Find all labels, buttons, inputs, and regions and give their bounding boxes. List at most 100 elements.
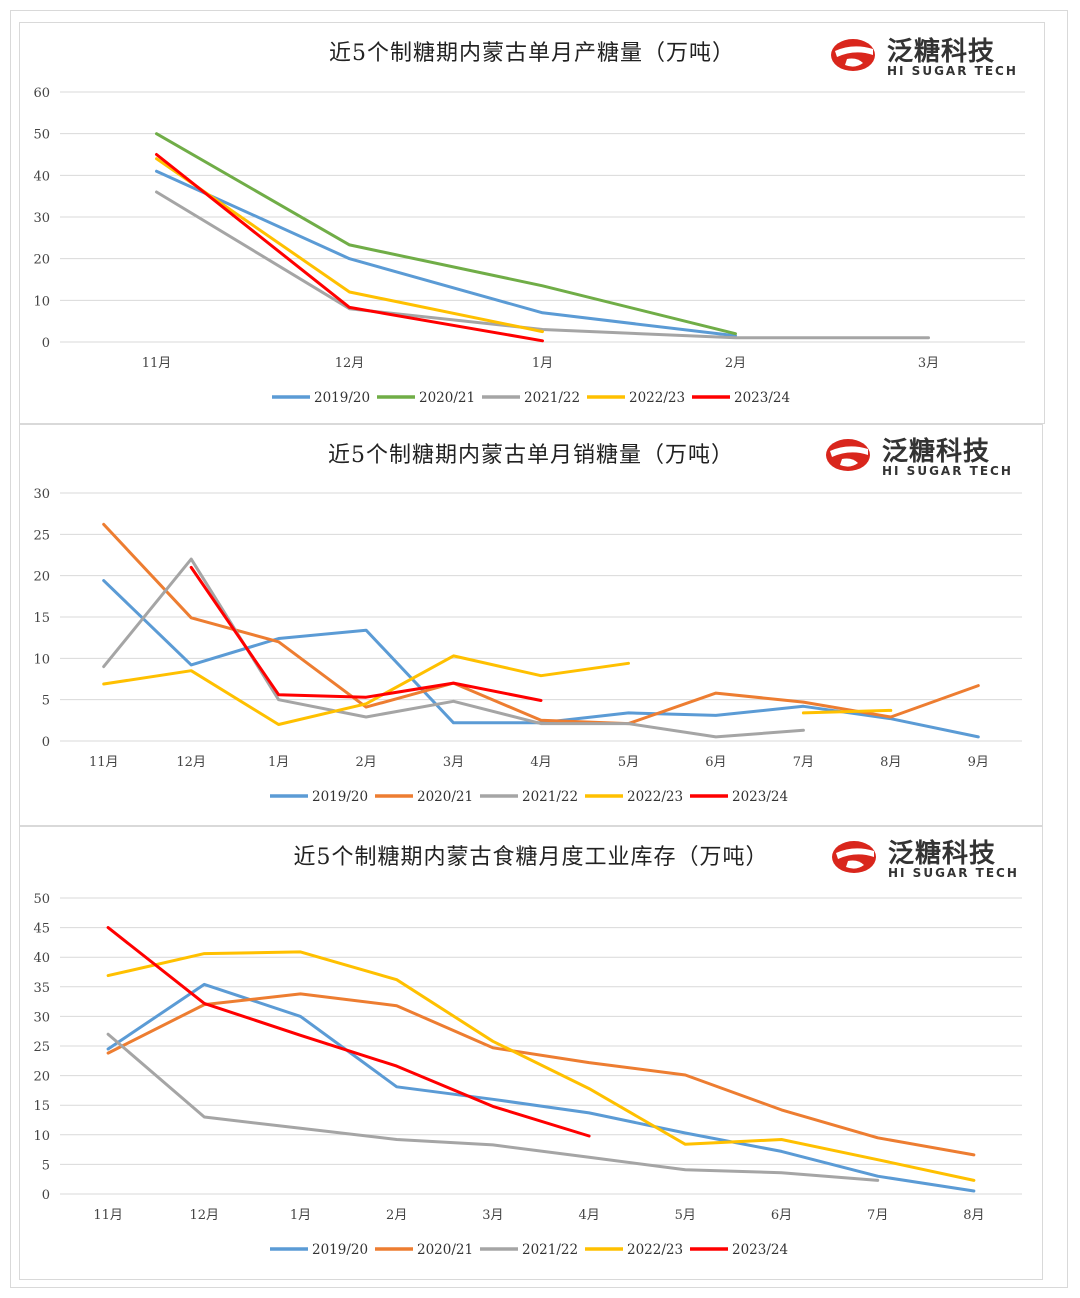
brand-logo: 泛糖科技 HI SUGAR TECH [824,433,1029,478]
legend-label: 2020/21 [417,1242,473,1258]
sales-chart-panel: 近5个制糖期内蒙古单月销糖量（万吨） 泛糖科技 HI SUGAR TECH 0 5… [19,424,1043,826]
x-tick-label: 7月 [793,755,814,770]
x-tick-label: 1月 [290,1208,311,1223]
series-line-2022-23 [155,157,544,334]
series-line-2022-23 [106,950,976,1182]
x-tick-label: 4月 [578,1208,599,1223]
x-tick-label: 12月 [176,755,206,770]
x-tick-label: 2月 [355,755,376,770]
series-line-2023-24 [189,565,543,702]
legend-label: 2023/24 [734,390,790,406]
x-tick-label: 7月 [867,1208,888,1223]
x-tick-label: 8月 [963,1208,984,1223]
y-tick-label: 45 [33,922,50,937]
y-tick-label: 20 [33,570,50,585]
series-line-2021-22 [155,190,930,340]
x-tick-label: 5月 [618,755,639,770]
y-tick-label: 60 [33,86,50,101]
x-tick-label: 12月 [335,356,365,371]
legend-label: 2020/21 [417,789,473,805]
inventory-line-chart: 0 5 10 15 20 25 30 35 40 45 50 11月 12月 1月 2月 3月 4月 5月 6月 7月… [33,892,1022,1258]
y-tick-label: 20 [33,253,50,268]
legend-label: 2019/20 [314,390,370,406]
legend-label: 2023/24 [732,1242,788,1258]
x-tick-label: 6月 [771,1208,792,1223]
y-tick-label: 30 [33,211,50,226]
x-tick-label: 12月 [190,1208,220,1223]
chart-title: 近5个制糖期内蒙古单月销糖量（万吨） [328,443,734,468]
series-line-2023-24 [106,926,591,1138]
y-tick-label: 40 [33,169,50,184]
y-tick-label: 30 [33,1010,50,1025]
x-tick-label: 2月 [386,1208,407,1223]
y-tick-label: 30 [33,487,50,502]
y-tick-label: 15 [33,611,50,626]
brand-mark-icon [826,439,870,471]
brand-name-cn: 泛糖科技 [887,37,996,67]
legend-label: 2019/20 [312,1242,368,1258]
x-tick-label: 2月 [725,356,746,371]
legend-label: 2021/22 [522,789,578,805]
y-tick-label: 10 [33,1129,50,1144]
legend-label: 2020/21 [419,390,475,406]
y-tick-label: 25 [33,1040,50,1055]
x-tick-label: 11月 [93,1208,123,1223]
y-tick-label: 5 [42,694,50,709]
legend-label: 2022/23 [629,390,685,406]
brand-name-en: HI SUGAR TECH [887,64,1018,78]
series-line-2020-21 [102,522,980,726]
x-tick-label: 9月 [968,755,989,770]
y-tick-label: 0 [42,1188,50,1203]
x-tick-label: 4月 [530,755,551,770]
y-tick-label: 20 [33,1070,50,1085]
brand-mark-icon [831,39,875,71]
chart-title: 近5个制糖期内蒙古单月产糖量（万吨） [329,41,735,66]
x-tick-label: 3月 [482,1208,503,1223]
y-tick-label: 50 [33,892,50,907]
legend-label: 2019/20 [312,789,368,805]
y-tick-label: 0 [42,735,50,750]
inventory-chart-panel: 近5个制糖期内蒙古食糖月度工业库存（万吨） 泛糖科技 HI SUGAR TECH… [19,826,1043,1280]
y-tick-label: 25 [33,528,50,543]
y-tick-label: 35 [33,981,50,996]
series-line-2022-23 [801,708,893,715]
x-tick-label: 3月 [918,356,939,371]
y-tick-label: 15 [33,1099,50,1114]
legend-label: 2023/24 [732,789,788,805]
x-tick-label: 6月 [705,755,726,770]
y-tick-label: 40 [33,951,50,966]
brand-name-cn: 泛糖科技 [888,839,997,869]
x-tick-label: 5月 [675,1208,696,1223]
series-line-2019-20 [155,169,737,338]
series-line-2021-22 [106,1032,880,1182]
y-tick-label: 5 [42,1158,50,1173]
brand-name-en: HI SUGAR TECH [888,866,1019,880]
brand-logo: 泛糖科技 HI SUGAR TECH [830,835,1035,880]
series-line-2023-24 [155,153,544,343]
y-tick-label: 0 [42,336,50,351]
brand-logo: 泛糖科技 HI SUGAR TECH [829,33,1034,78]
chart-title: 近5个制糖期内蒙古食糖月度工业库存（万吨） [293,845,769,870]
legend-label: 2021/22 [522,1242,578,1258]
y-tick-label: 10 [33,652,50,667]
series-line-2022-23 [102,654,630,726]
x-tick-label: 1月 [268,755,289,770]
x-tick-label: 3月 [443,755,464,770]
legend-label: 2021/22 [524,390,580,406]
y-tick-label: 10 [33,294,50,309]
x-tick-label: 8月 [880,755,901,770]
production-line-chart: 0 10 20 30 40 50 60 11月 12月 1月 2月 3月 2019/20 2020/21 2… [33,86,1025,406]
x-tick-label: 1月 [532,356,553,371]
series-line-2020-21 [155,132,737,336]
brand-name-cn: 泛糖科技 [882,437,991,467]
y-tick-label: 50 [33,128,50,143]
legend-label: 2022/23 [627,789,683,805]
legend-label: 2022/23 [627,1242,683,1258]
x-tick-label: 11月 [89,755,119,770]
series-line-2021-22 [102,557,805,739]
brand-mark-icon [832,841,876,873]
series-line-2020-21 [106,992,976,1157]
brand-name-en: HI SUGAR TECH [882,464,1013,478]
figure-frame [10,10,1068,1288]
production-chart-panel: 近5个制糖期内蒙古单月产糖量（万吨） 泛糖科技 HI SUGAR TECH 0 1… [19,22,1045,424]
